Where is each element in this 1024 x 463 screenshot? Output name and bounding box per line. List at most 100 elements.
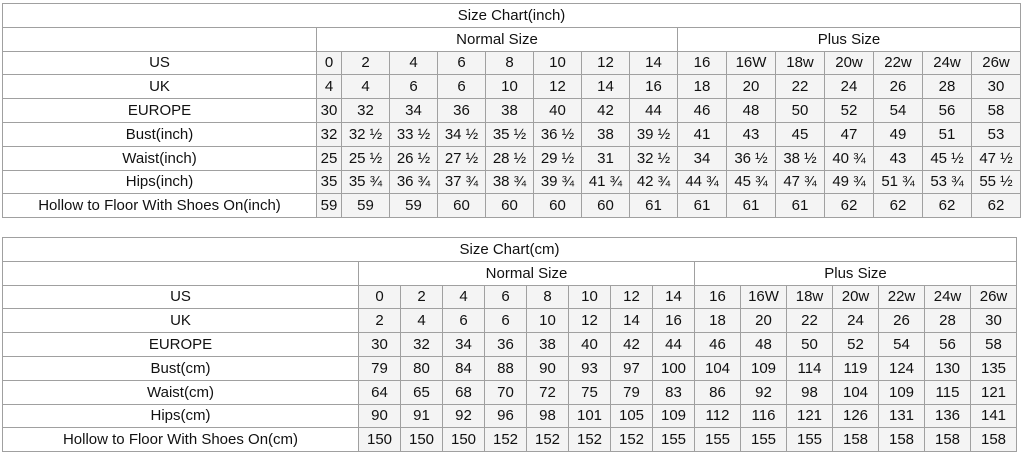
table-cell: 33 ½ xyxy=(389,121,438,147)
table-cell: 35 xyxy=(316,169,342,195)
table-cell: 30 xyxy=(316,98,342,123)
table-cell: 60 xyxy=(581,193,630,219)
title-row: Size Chart(cm) xyxy=(1,237,1018,262)
table-cell: 39 ¾ xyxy=(533,169,582,195)
table-cell: 58 xyxy=(969,332,1018,357)
table-cell: 40 xyxy=(533,98,582,123)
table-cell: 34 xyxy=(389,98,438,123)
table-cell: 24 xyxy=(832,308,879,334)
title-row: Size Chart(inch) xyxy=(1,3,1022,28)
table-cell: 155 xyxy=(740,427,787,453)
table-cell: 53 xyxy=(970,121,1022,147)
table-cell: 121 xyxy=(786,403,833,429)
table-cell: 4 xyxy=(316,74,342,100)
table-cell: 44 xyxy=(629,98,678,123)
table-cell: 0 xyxy=(316,50,342,76)
table-cell: 20 xyxy=(740,308,787,334)
normal-size-header: Normal Size xyxy=(358,260,695,286)
table-cell: 38 xyxy=(526,332,569,357)
table-cell: 56 xyxy=(924,332,971,357)
table-cell: 52 xyxy=(824,98,874,123)
table-cell: 16W xyxy=(726,50,776,76)
table-cell: 32 xyxy=(316,121,342,147)
row-label: Bust(cm) xyxy=(2,355,359,381)
table-cell: 42 ¾ xyxy=(629,169,678,195)
table-cell: 24w xyxy=(922,50,972,76)
table-cell: 29 ½ xyxy=(533,145,582,171)
table-cell: 48 xyxy=(726,98,776,123)
normal-size-header: Normal Size xyxy=(316,26,678,52)
row-label: US xyxy=(2,284,359,310)
table-cell: 6 xyxy=(484,308,527,334)
table-cell: 46 xyxy=(677,98,727,123)
table-cell: 62 xyxy=(873,193,923,219)
table-cell: 155 xyxy=(694,427,741,453)
table-cell: 4 xyxy=(400,308,443,334)
table-row: Hips(cm) 90 91 92 96 98 101 105 109 112 116 121 126 1… xyxy=(2,403,1018,429)
table-cell: 35 ¾ xyxy=(341,169,390,195)
table-cell: 116 xyxy=(740,403,787,429)
table-cell: 2 xyxy=(358,308,401,334)
table-cell: 46 xyxy=(694,332,741,357)
table-cell: 152 xyxy=(610,427,653,453)
table-cell: 62 xyxy=(922,193,972,219)
table-cell: 65 xyxy=(400,379,443,405)
table-cell: 39 ½ xyxy=(629,121,678,147)
table-cell: 141 xyxy=(969,403,1018,429)
table-cell: 105 xyxy=(610,403,653,429)
table-cell: 2 xyxy=(341,50,390,76)
table-cell: 22 xyxy=(775,74,825,100)
table-cell: 112 xyxy=(694,403,741,429)
table-cell: 152 xyxy=(526,427,569,453)
table-cell: 55 ½ xyxy=(970,169,1022,195)
size-chart-cm-table: Size Chart(cm) Normal Size Plus Size US 0 2 4 6… xyxy=(1,237,1018,453)
table-cell: 36 ½ xyxy=(533,121,582,147)
row-label: UK xyxy=(2,308,359,334)
table-cell: 41 xyxy=(677,121,727,147)
group-row: Normal Size Plus Size xyxy=(2,26,1022,52)
table-row: US 0 2 4 6 8 10 12 14 16 16W 18w 20w 22w 24w 26w xyxy=(2,50,1022,76)
table-cell: 26 xyxy=(873,74,923,100)
table-cell: 18w xyxy=(775,50,825,76)
table-cell: 34 xyxy=(677,145,727,171)
table-cell: 30 xyxy=(970,74,1022,100)
table-cell: 43 xyxy=(726,121,776,147)
table-cell: 42 xyxy=(581,98,630,123)
table-cell: 109 xyxy=(878,379,925,405)
table-cell: 14 xyxy=(581,74,630,100)
table-cell: 64 xyxy=(358,379,401,405)
table-cell: 20w xyxy=(832,284,879,310)
table-cell: 28 xyxy=(924,308,971,334)
table-cell: 36 ½ xyxy=(726,145,776,171)
table-cell: 60 xyxy=(485,193,534,219)
table-cell: 104 xyxy=(832,379,879,405)
table-cell: 158 xyxy=(969,427,1018,453)
row-label: UK xyxy=(2,74,317,100)
table-row: EUROPE 30 32 34 36 38 40 42 44 46 48 50 52 54 56 58 xyxy=(2,98,1022,123)
table-cell: 35 ½ xyxy=(485,121,534,147)
table-cell: 27 ½ xyxy=(437,145,486,171)
group-row: Normal Size Plus Size xyxy=(2,260,1018,286)
table-row: Bust(cm) 79 80 84 88 90 93 97 100 104 109 114 119 124… xyxy=(2,355,1018,381)
table-row: UK 4 4 6 6 10 12 14 16 18 20 22 24 26 28 30 xyxy=(2,74,1022,100)
table-cell: 79 xyxy=(610,379,653,405)
table-row: Hips(inch) 35 35 ¾ 36 ¾ 37 ¾ 38 ¾ 39 ¾ 41 ¾ 42 ¾… xyxy=(2,169,1022,195)
table-cell: 40 ¾ xyxy=(824,145,874,171)
table-cell: 115 xyxy=(924,379,971,405)
table-cell: 56 xyxy=(922,98,972,123)
table-cell: 34 ½ xyxy=(437,121,486,147)
size-chart-inch-table: Size Chart(inch) Normal Size Plus Size US 0 2… xyxy=(1,3,1022,219)
table-cell: 38 xyxy=(485,98,534,123)
table-cell: 92 xyxy=(740,379,787,405)
table-cell: 150 xyxy=(442,427,485,453)
table-cell: 10 xyxy=(485,74,534,100)
table-cell: 25 xyxy=(316,145,342,171)
table-cell: 119 xyxy=(832,355,879,381)
table-cell: 109 xyxy=(652,403,695,429)
table-cell: 38 xyxy=(581,121,630,147)
table-cell: 90 xyxy=(526,355,569,381)
table-row: Hollow to Floor With Shoes On(cm) 150 150 1… xyxy=(2,427,1018,453)
table-cell: 68 xyxy=(442,379,485,405)
row-label: Hips(inch) xyxy=(2,169,317,195)
